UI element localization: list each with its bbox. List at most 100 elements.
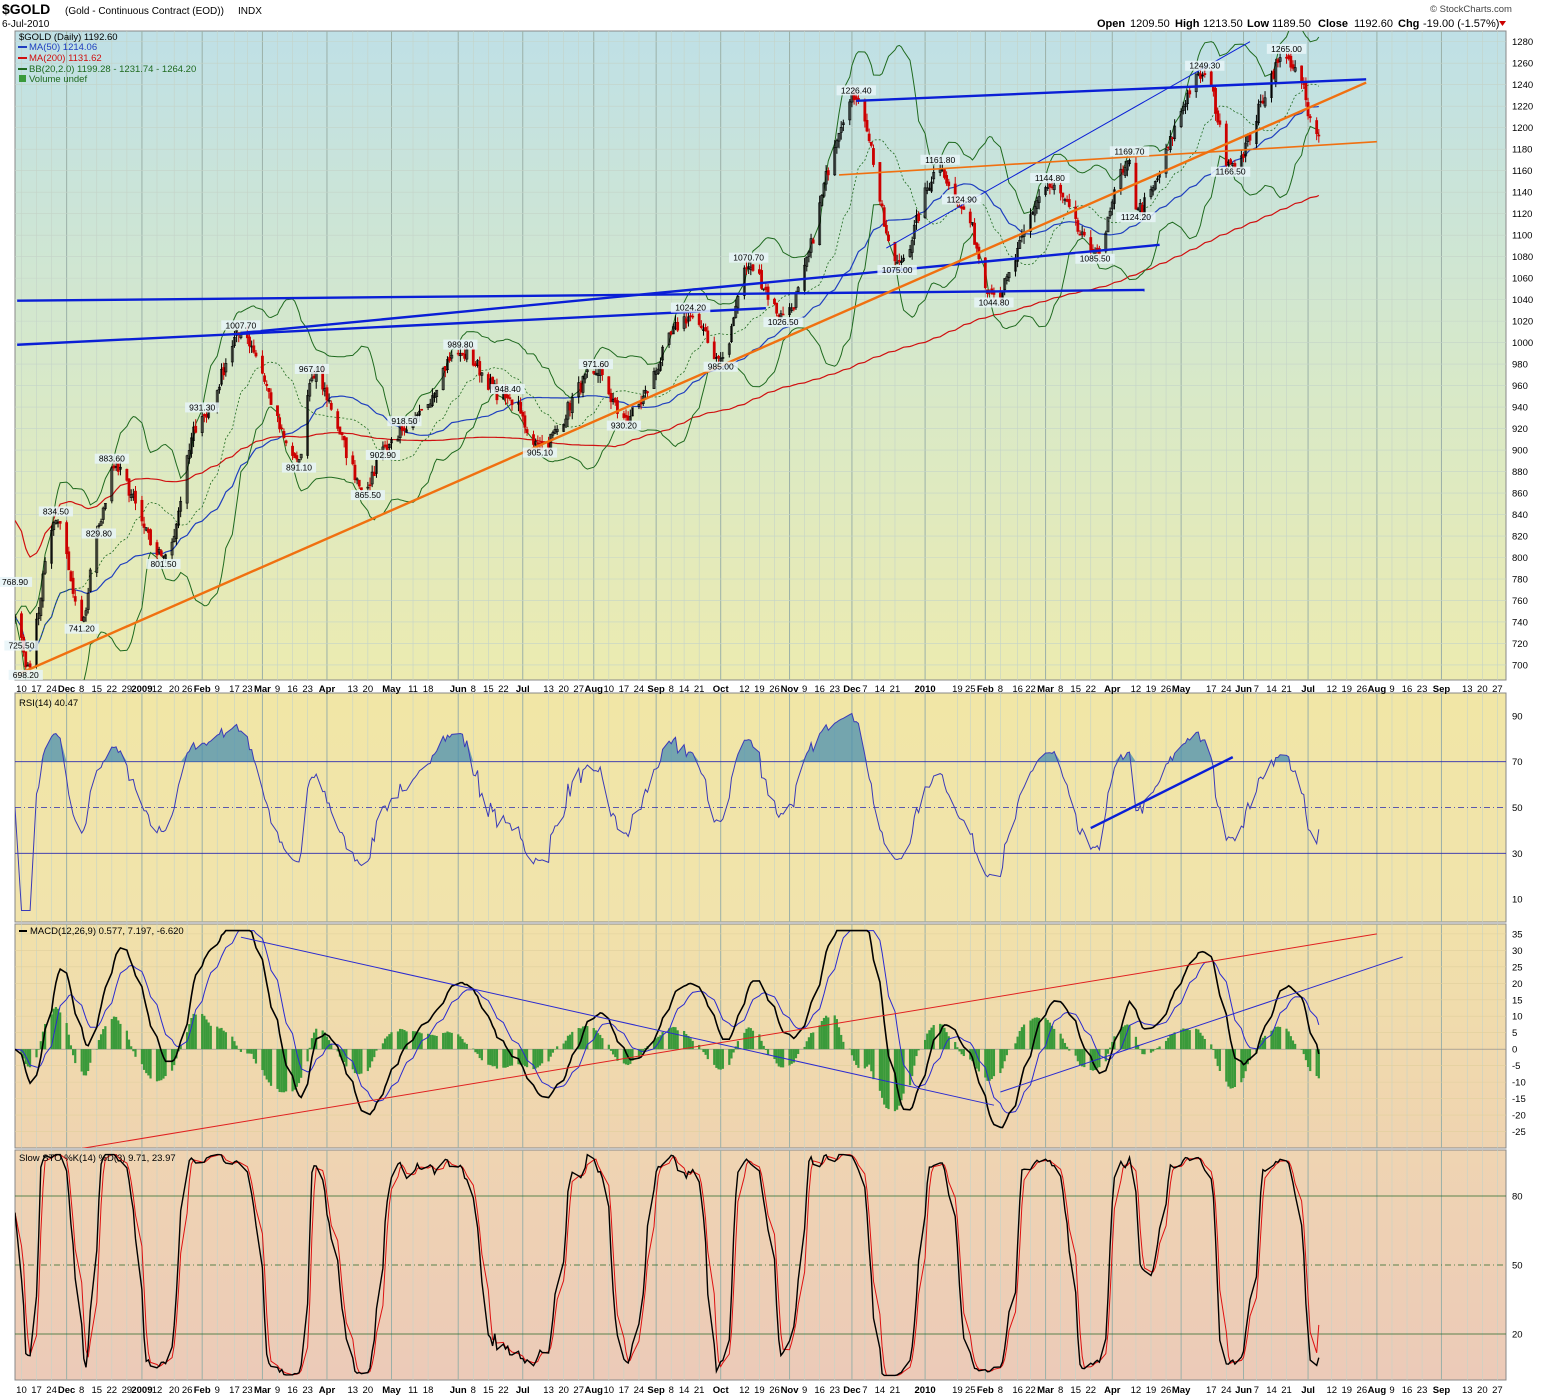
y-tick-price: 940 bbox=[1512, 403, 1528, 414]
candle-body bbox=[607, 376, 611, 395]
macd-histogram-bar bbox=[805, 1041, 808, 1050]
macd-histogram-bar bbox=[261, 1049, 264, 1071]
x-tick-label-top: 19 bbox=[1341, 684, 1352, 695]
macd-histogram-bar bbox=[833, 1015, 836, 1050]
candle-body bbox=[1078, 233, 1082, 236]
macd-histogram-bar bbox=[37, 1049, 40, 1050]
candle-body bbox=[359, 487, 363, 491]
candle-body bbox=[968, 211, 972, 224]
macd-histogram-bar bbox=[1141, 1049, 1144, 1055]
pivot-label: 1169.70 bbox=[1114, 146, 1144, 156]
candle-body bbox=[687, 316, 690, 322]
macd-histogram-bar bbox=[340, 1049, 344, 1060]
candle-body bbox=[884, 224, 888, 234]
pivot-label: 891.10 bbox=[286, 463, 312, 473]
candle-body bbox=[284, 440, 288, 444]
macd-histogram-bar bbox=[1302, 1049, 1305, 1055]
candle-body bbox=[1005, 276, 1009, 282]
x-tick-label-top: 11 bbox=[408, 684, 418, 695]
macd-histogram-bar bbox=[1287, 1031, 1290, 1050]
macd-histogram-bar bbox=[149, 1049, 152, 1079]
y-tick-macd: 5 bbox=[1512, 1028, 1517, 1039]
macd-histogram-bar bbox=[622, 1049, 625, 1064]
macd-histogram-bar bbox=[127, 1039, 131, 1050]
candle-body bbox=[1033, 206, 1037, 216]
macd-histogram-bar bbox=[1078, 1049, 1082, 1066]
macd-histogram-bar bbox=[923, 1039, 927, 1050]
macd-histogram-bar bbox=[1304, 1049, 1308, 1061]
pivot-label: 931.30 bbox=[189, 402, 215, 412]
macd-histogram-bar bbox=[612, 1049, 615, 1055]
macd-histogram-bar bbox=[812, 1032, 815, 1050]
macd-histogram-bar bbox=[444, 1032, 447, 1050]
candle-body bbox=[719, 358, 723, 362]
macd-histogram-bar bbox=[368, 1049, 372, 1068]
ma200-line bbox=[15, 194, 1320, 558]
macd-histogram-bar bbox=[1053, 1028, 1056, 1050]
y-tick-stochastic: 20 bbox=[1512, 1330, 1523, 1341]
candle-body bbox=[523, 415, 527, 428]
symbol-title: $GOLD bbox=[2, 1, 50, 17]
macd-histogram-bar bbox=[246, 1049, 249, 1054]
candle-body bbox=[254, 352, 258, 357]
macd-histogram-bar bbox=[323, 1032, 326, 1050]
y-tick-price: 1260 bbox=[1512, 59, 1533, 70]
price-trendline bbox=[886, 41, 1251, 249]
macd-histogram-bar bbox=[164, 1049, 167, 1077]
x-tick-label-bottom: 27 bbox=[573, 1385, 584, 1396]
macd-histogram-bar bbox=[825, 1015, 828, 1050]
candle-body bbox=[721, 357, 725, 359]
macd-histogram-bar bbox=[865, 1049, 869, 1067]
macd-histogram-bar bbox=[89, 1049, 92, 1063]
candle-body bbox=[975, 242, 979, 249]
x-tick-label-top: Mar bbox=[254, 684, 271, 695]
x-tick-label-bottom: 13 bbox=[543, 1385, 554, 1396]
x-tick-label-top: 17 bbox=[619, 684, 630, 695]
macd-histogram-bar bbox=[390, 1032, 393, 1050]
macd-histogram-bar bbox=[883, 1049, 886, 1105]
macd-histogram-bar bbox=[28, 1049, 32, 1068]
macd-histogram-bar bbox=[1184, 1028, 1187, 1050]
macd-histogram-bar bbox=[130, 1046, 133, 1050]
candle-body bbox=[837, 132, 841, 142]
pivot-label-bg bbox=[1075, 253, 1115, 264]
y-tick-price: 760 bbox=[1512, 596, 1528, 607]
macd-histogram-bar bbox=[596, 1033, 600, 1050]
candle-body bbox=[269, 392, 273, 405]
candle-body bbox=[297, 459, 301, 463]
macd-histogram-bar bbox=[661, 1032, 664, 1050]
x-tick-label-top: 20 bbox=[169, 684, 180, 695]
candle-body bbox=[792, 307, 796, 310]
y-tick-price: 900 bbox=[1512, 446, 1528, 457]
x-tick-label-bottom: 20 bbox=[169, 1385, 180, 1396]
macd-histogram-bar bbox=[762, 1045, 765, 1050]
candle-body bbox=[174, 523, 178, 539]
macd-histogram-bar bbox=[82, 1049, 85, 1076]
y-tick-price: 960 bbox=[1512, 381, 1528, 392]
candle-body bbox=[1149, 189, 1153, 198]
price-trendlines bbox=[16, 41, 1377, 676]
candle-body bbox=[1315, 120, 1319, 135]
x-tick-label-top: 15 bbox=[1070, 684, 1081, 695]
macd-histogram-bar bbox=[807, 1037, 811, 1050]
macd-histogram-bar bbox=[773, 1049, 776, 1060]
candle-body bbox=[291, 445, 294, 456]
macd-histogram-bar bbox=[911, 1049, 914, 1077]
pivot-label: 741.20 bbox=[69, 624, 95, 634]
macd-histogram-bar bbox=[1018, 1031, 1021, 1050]
macd-histogram-bar bbox=[751, 1030, 755, 1050]
candle-body bbox=[471, 349, 475, 366]
macd-histogram-bar bbox=[676, 1030, 679, 1050]
candle-body bbox=[839, 126, 843, 133]
macd-histogram-bar bbox=[706, 1049, 709, 1060]
macd-histogram-bar bbox=[652, 1041, 656, 1050]
candle-body bbox=[562, 424, 566, 432]
x-tick-label-top: Jun bbox=[450, 684, 467, 695]
x-tick-label-top: 27 bbox=[1492, 684, 1503, 695]
macd-histogram-bar bbox=[276, 1049, 279, 1089]
candle-body bbox=[1186, 92, 1189, 104]
candle-body bbox=[943, 169, 946, 178]
macd-histogram-bar bbox=[142, 1049, 146, 1070]
macd-histogram-bar bbox=[857, 1049, 860, 1068]
x-tick-label-top: 19 bbox=[754, 684, 765, 695]
